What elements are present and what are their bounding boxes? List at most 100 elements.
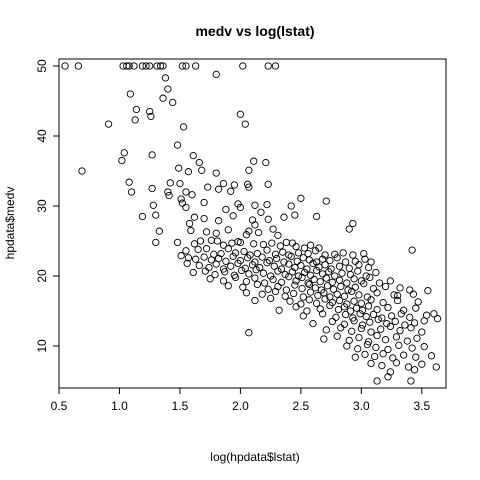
data-point (298, 284, 306, 293)
data-point (219, 241, 228, 249)
data-point (395, 341, 403, 349)
x-tick-label: 2.5 (293, 399, 310, 413)
data-point (188, 191, 196, 199)
data-point (273, 254, 281, 263)
data-point (332, 313, 340, 321)
data-point (264, 215, 272, 223)
data-point (418, 360, 426, 368)
data-point (379, 298, 387, 307)
data-point (270, 262, 278, 270)
data-point (183, 259, 191, 268)
data-point (338, 269, 346, 277)
data-point (256, 263, 264, 272)
data-point (239, 283, 247, 291)
data-point (231, 273, 240, 282)
data-point (384, 373, 392, 381)
data-point (282, 286, 291, 294)
data-point (156, 62, 165, 70)
data-point (433, 315, 442, 323)
data-point (367, 258, 375, 266)
data-point (373, 305, 381, 314)
data-point (393, 291, 402, 300)
data-point (364, 302, 373, 310)
data-point (321, 261, 329, 269)
data-point (333, 254, 341, 262)
data-point (201, 267, 209, 275)
data-point (176, 179, 184, 188)
data-point (304, 279, 312, 287)
data-point (184, 168, 193, 176)
data-point (211, 270, 219, 279)
data-point (312, 266, 321, 275)
data-point (251, 221, 259, 229)
data-point (161, 74, 170, 82)
data-point (299, 312, 307, 320)
data-point (386, 277, 395, 285)
data-point (305, 256, 313, 264)
data-point (366, 273, 374, 282)
data-point (355, 291, 363, 299)
data-point (192, 62, 200, 70)
data-point (349, 251, 357, 259)
data-point (257, 208, 265, 216)
data-point (282, 238, 291, 247)
data-point (285, 260, 293, 268)
data-point (127, 188, 136, 196)
data-point (408, 344, 416, 352)
data-point (177, 195, 185, 203)
data-point (229, 212, 237, 220)
data-point (326, 256, 334, 265)
data-point (245, 329, 253, 337)
data-point (322, 274, 330, 282)
data-point (239, 62, 247, 70)
data-point (337, 282, 345, 291)
data-point (362, 312, 370, 321)
data-point (266, 294, 275, 303)
data-point (328, 317, 336, 326)
data-point (293, 257, 301, 265)
data-point (269, 225, 277, 233)
data-point (360, 280, 368, 288)
data-point (289, 289, 298, 298)
data-point (392, 333, 401, 341)
data-point (292, 277, 300, 285)
data-point (309, 259, 317, 268)
data-point (190, 240, 199, 248)
data-point (320, 335, 328, 343)
data-point (361, 350, 369, 359)
data-point (279, 248, 287, 256)
data-point (344, 286, 352, 294)
data-point (214, 185, 223, 193)
data-point (260, 279, 269, 287)
data-point (334, 305, 343, 314)
y-tick-label: 30 (35, 199, 49, 213)
data-point (322, 197, 330, 205)
data-point (189, 151, 197, 160)
data-point (242, 231, 251, 239)
data-point (360, 249, 368, 258)
data-point (173, 238, 182, 247)
data-point (341, 258, 350, 266)
data-point (373, 377, 381, 385)
data-point (312, 299, 321, 307)
data-point (222, 205, 230, 214)
data-point (196, 237, 205, 245)
data-point (285, 273, 293, 281)
data-point (350, 297, 358, 305)
data-point (346, 307, 355, 315)
data-point (236, 110, 245, 118)
data-point (412, 353, 420, 361)
data-point (297, 261, 305, 270)
data-point (182, 62, 190, 70)
data-point (195, 158, 203, 167)
data-point (300, 244, 309, 252)
data-point (192, 255, 200, 263)
data-point (356, 310, 364, 318)
data-point (271, 250, 280, 258)
data-point (125, 178, 133, 186)
data-point (276, 242, 284, 250)
data-point (292, 303, 300, 311)
data-point (325, 268, 333, 276)
data-point (254, 228, 263, 237)
data-point (277, 278, 286, 286)
